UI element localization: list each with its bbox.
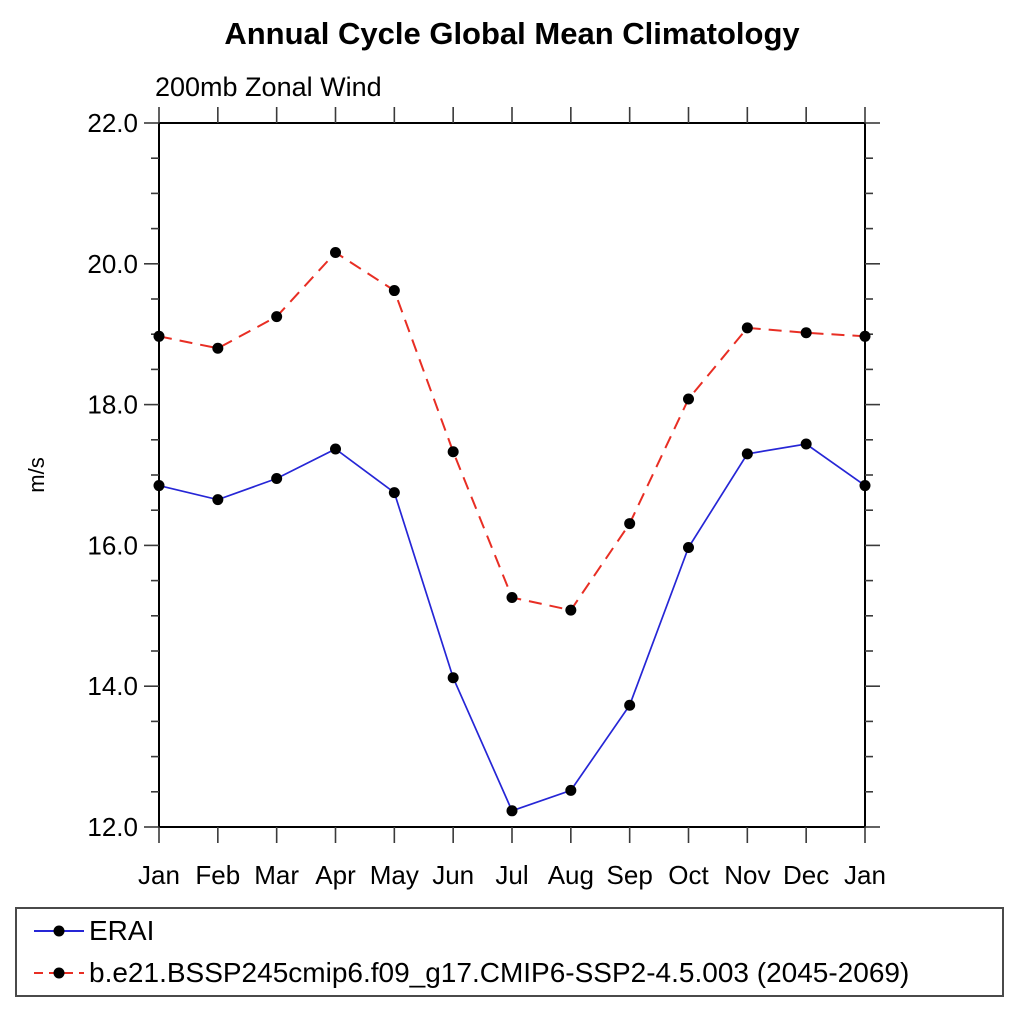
legend-line-sample-solid bbox=[34, 925, 84, 937]
legend-item-erai: ERAI bbox=[17, 912, 1002, 950]
svg-text:Mar: Mar bbox=[254, 860, 299, 890]
legend-label-model: b.e21.BSSP245cmip6.f09_g17.CMIP6-SSP2-4.… bbox=[89, 956, 910, 988]
svg-text:Oct: Oct bbox=[668, 860, 709, 890]
svg-text:16.0: 16.0 bbox=[87, 530, 138, 560]
plot-area: 12.0 14.0 16.0 18.0 20.0 22.0 Jan Feb Mar Apr May J… bbox=[24, 107, 886, 890]
svg-text:Jan: Jan bbox=[138, 860, 180, 890]
svg-text:May: May bbox=[370, 860, 419, 890]
legend-box: ERAI b.e21.BSSP245cmip6.f09_g17.CMIP6-SS… bbox=[15, 907, 1004, 997]
svg-text:Jan: Jan bbox=[844, 860, 886, 890]
svg-text:20.0: 20.0 bbox=[87, 249, 138, 279]
svg-text:Dec: Dec bbox=[783, 860, 829, 890]
svg-text:14.0: 14.0 bbox=[87, 671, 138, 701]
svg-text:Feb: Feb bbox=[195, 860, 240, 890]
svg-text:Sep: Sep bbox=[607, 860, 653, 890]
legend-item-model: b.e21.BSSP245cmip6.f09_g17.CMIP6-SSP2-4.… bbox=[17, 954, 1002, 992]
svg-text:Jul: Jul bbox=[495, 860, 528, 890]
svg-text:Nov: Nov bbox=[724, 860, 770, 890]
legend-label-erai: ERAI bbox=[89, 915, 155, 947]
svg-text:m/s: m/s bbox=[24, 457, 49, 492]
svg-text:22.0: 22.0 bbox=[87, 108, 138, 138]
svg-text:Jun: Jun bbox=[432, 860, 474, 890]
chart-subtitle: 200mb Zonal Wind bbox=[155, 72, 382, 102]
chart-title: Annual Cycle Global Mean Climatology bbox=[224, 16, 800, 51]
svg-text:12.0: 12.0 bbox=[87, 812, 138, 842]
svg-text:Apr: Apr bbox=[315, 860, 356, 890]
svg-text:18.0: 18.0 bbox=[87, 390, 138, 420]
svg-text:Aug: Aug bbox=[548, 860, 594, 890]
legend-line-sample-dashed bbox=[34, 967, 84, 979]
